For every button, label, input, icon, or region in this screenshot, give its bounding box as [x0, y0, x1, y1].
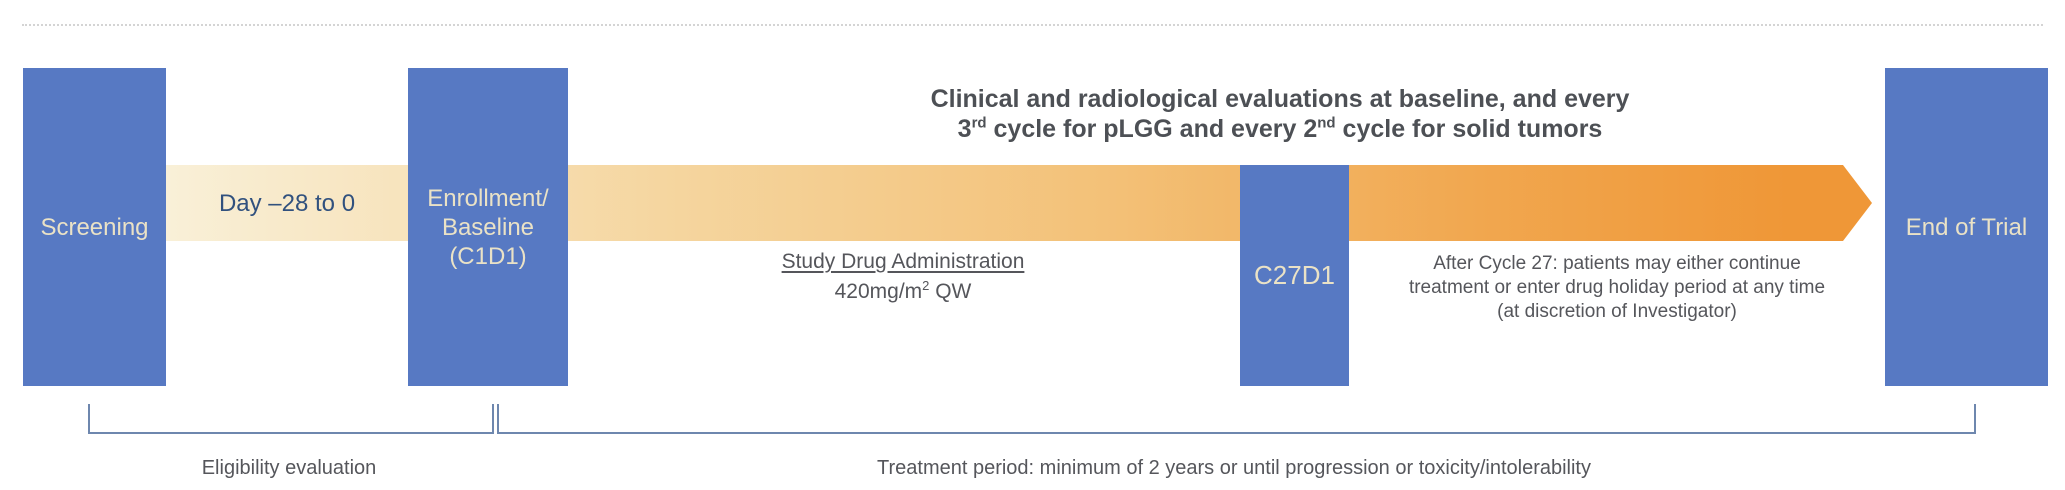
- treatment-period-label: Treatment period: minimum of 2 years or …: [877, 457, 1591, 479]
- study-drug-dose: 420mg/m2 QW: [834, 278, 972, 303]
- after-cycle-line2: treatment or enter drug holiday period a…: [1408, 277, 1826, 298]
- eligibility-bracket: [88, 404, 494, 434]
- ordinal-nd: nd: [1317, 114, 1336, 132]
- evaluations-heading-line2: 3rd cycle for pLGG and every 2nd cycle f…: [957, 114, 1603, 143]
- treatment-period-bracket: [497, 404, 1976, 434]
- after-cycle-27-note: After Cycle 27: patients may either cont…: [1377, 252, 1857, 324]
- enrollment-baseline-box: Enrollment/ Baseline (C1D1): [408, 68, 568, 386]
- after-cycle-line1: After Cycle 27: patients may either cont…: [1433, 253, 1801, 274]
- end-of-trial-box: End of Trial: [1885, 68, 2048, 386]
- screening-box: Screening: [23, 68, 166, 386]
- evaluations-heading-line1: Clinical and radiological evaluations at…: [930, 85, 1630, 113]
- enrollment-label: Enrollment/ Baseline (C1D1): [427, 184, 549, 270]
- study-drug-administration-note: Study Drug Administration 420mg/m2 QW: [733, 249, 1073, 305]
- end-of-trial-label: End of Trial: [1905, 213, 2028, 241]
- study-drug-title: Study Drug Administration: [781, 250, 1025, 273]
- eligibility-evaluation-label: Eligibility evaluation: [201, 457, 377, 479]
- screening-label: Screening: [40, 213, 149, 241]
- c27d1-box: C27D1: [1240, 165, 1349, 386]
- squared-sup: 2: [922, 278, 930, 293]
- c27d1-label: C27D1: [1254, 260, 1335, 290]
- after-cycle-line3: (at discretion of Investigator): [1497, 301, 1737, 322]
- evaluations-heading: Clinical and radiological evaluations at…: [700, 84, 1860, 144]
- day-range-label: Day –28 to 0: [218, 190, 356, 217]
- top-dotted-divider: [22, 24, 2043, 26]
- ordinal-rd: rd: [971, 114, 987, 132]
